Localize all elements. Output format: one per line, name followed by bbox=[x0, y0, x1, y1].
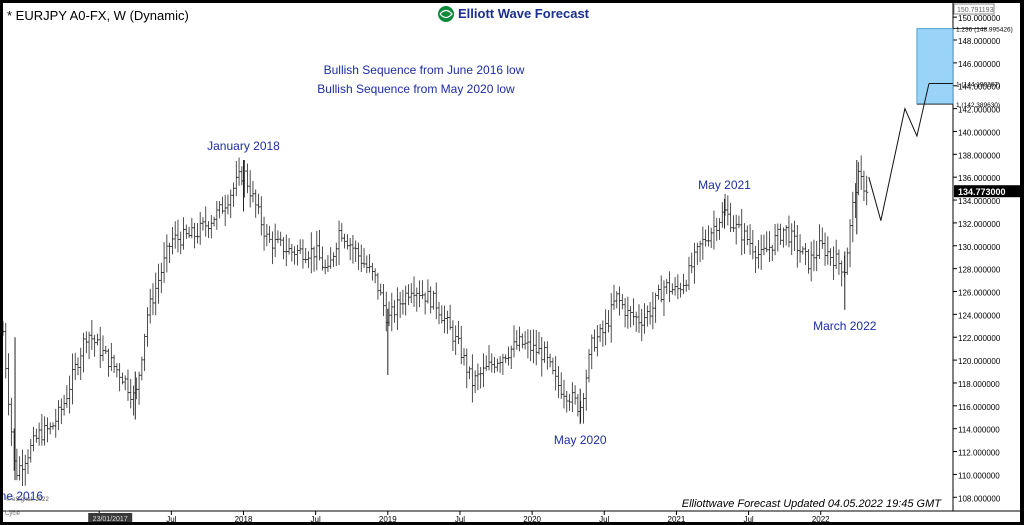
subtitle-june-2016: Bullish Sequence from June 2016 low bbox=[324, 63, 525, 77]
y-tick-label: 116.000000 bbox=[958, 403, 1000, 412]
y-tick-label: 120.000000 bbox=[958, 357, 1001, 366]
x-tick-label: Jul bbox=[599, 515, 609, 522]
y-tick-label: 122.000000 bbox=[958, 334, 1001, 343]
chart-panel: 108.000000 110.000000 112.000000 114.000000… bbox=[0, 3, 1020, 524]
update-footer: Elliottwave Forecast Updated 04.05.2022 … bbox=[682, 498, 943, 510]
y-tick-label: 130.000000 bbox=[958, 243, 1001, 252]
y-tick-label: 110.000000 bbox=[958, 471, 1000, 480]
top-price-tag-box bbox=[953, 3, 995, 15]
y-tick-label: 114.000000 bbox=[958, 426, 1000, 435]
y-tick-label: 124.000000 bbox=[958, 311, 1001, 320]
last-price-label: 134.773000 bbox=[958, 187, 1006, 197]
y-tick-label: 118.000000 bbox=[958, 380, 1000, 389]
wave-label: May 2020 bbox=[554, 433, 607, 447]
fib-level-label: 1 (144.190267) bbox=[956, 82, 1000, 89]
y-tick-label: 150.000000 bbox=[958, 14, 1001, 23]
wave-label: June 2016 bbox=[3, 489, 43, 503]
x-tick-label: 2021 bbox=[668, 515, 686, 522]
y-tick-label: 138.000000 bbox=[958, 151, 1001, 160]
wave-label: March 2022 bbox=[813, 319, 877, 333]
y-tick-label: 126.000000 bbox=[958, 289, 1001, 298]
y-tick-label: 128.000000 bbox=[958, 266, 1001, 275]
y-tick-label: 144.000000 bbox=[958, 83, 1001, 92]
x-tick-label: 23/01/2017 bbox=[93, 516, 128, 522]
cycle-label: Cycle bbox=[5, 511, 21, 517]
brand-name: Elliott Wave Forecast bbox=[458, 6, 590, 21]
fib-level-label: 1 (142.389630) bbox=[956, 102, 1000, 109]
projection-path bbox=[868, 83, 930, 221]
brand-logo: Elliott Wave Forecast bbox=[436, 3, 621, 25]
y-tick-label: 108.000000 bbox=[958, 494, 1001, 503]
y-tick-label: 132.000000 bbox=[958, 220, 1001, 229]
annotations: January 2018 May 2021 June 2016 May 2020 Mar… bbox=[0, 139, 877, 503]
y-tick-label: 142.000000 bbox=[958, 106, 1001, 115]
globe-meridian bbox=[439, 9, 453, 19]
ohlc-bars bbox=[1, 155, 869, 486]
x-tick-date-box bbox=[88, 513, 133, 523]
y-tick-label: 136.000000 bbox=[958, 174, 1001, 183]
projection-line bbox=[868, 83, 930, 221]
esignal-credit: © eSignal, 2022 bbox=[6, 496, 49, 503]
top-price-tag: 150.791193 bbox=[957, 7, 994, 14]
x-tick-label: 2020 bbox=[523, 515, 541, 522]
target-zone: 1.236 (148.995426) 1 (144.190267) 1 (142.3… bbox=[916, 27, 1013, 109]
x-tick-label: Jul bbox=[455, 515, 465, 522]
x-tick-label: 2022 bbox=[812, 515, 830, 522]
x-tick-label: Jul bbox=[166, 515, 176, 522]
globe-icon bbox=[438, 6, 454, 22]
wave-label: May 2021 bbox=[698, 178, 751, 192]
target-zone-box bbox=[916, 28, 954, 105]
y-tick-label: 148.000000 bbox=[958, 37, 1001, 46]
x-tick-label: 2018 bbox=[235, 515, 253, 522]
y-tick-label: 140.000000 bbox=[958, 128, 1001, 137]
price-axis: 108.000000 110.000000 112.000000 114.000000… bbox=[3, 3, 1020, 524]
last-price-box bbox=[954, 185, 1020, 198]
y-tick-label: 112.000000 bbox=[958, 449, 1000, 458]
price-chart[interactable]: 108.000000 110.000000 112.000000 114.000000… bbox=[0, 3, 1020, 524]
subtitle-may-2020: Bullish Sequence from May 2020 low bbox=[317, 82, 515, 96]
y-tick-label: 146.000000 bbox=[958, 60, 1001, 69]
fib-level-label: 1.236 (148.995426) bbox=[956, 27, 1013, 34]
x-tick-label: Jul bbox=[743, 515, 753, 522]
wave-label: January 2018 bbox=[207, 139, 280, 153]
x-tick-label: 2019 bbox=[379, 515, 397, 522]
brand-logo-bg bbox=[436, 3, 621, 25]
x-tick-label: Jul bbox=[311, 515, 321, 522]
symbol-title: * EURJPY A0-FX, W (Dynamic) bbox=[7, 8, 189, 23]
y-tick-label: 134.000000 bbox=[958, 197, 1001, 206]
